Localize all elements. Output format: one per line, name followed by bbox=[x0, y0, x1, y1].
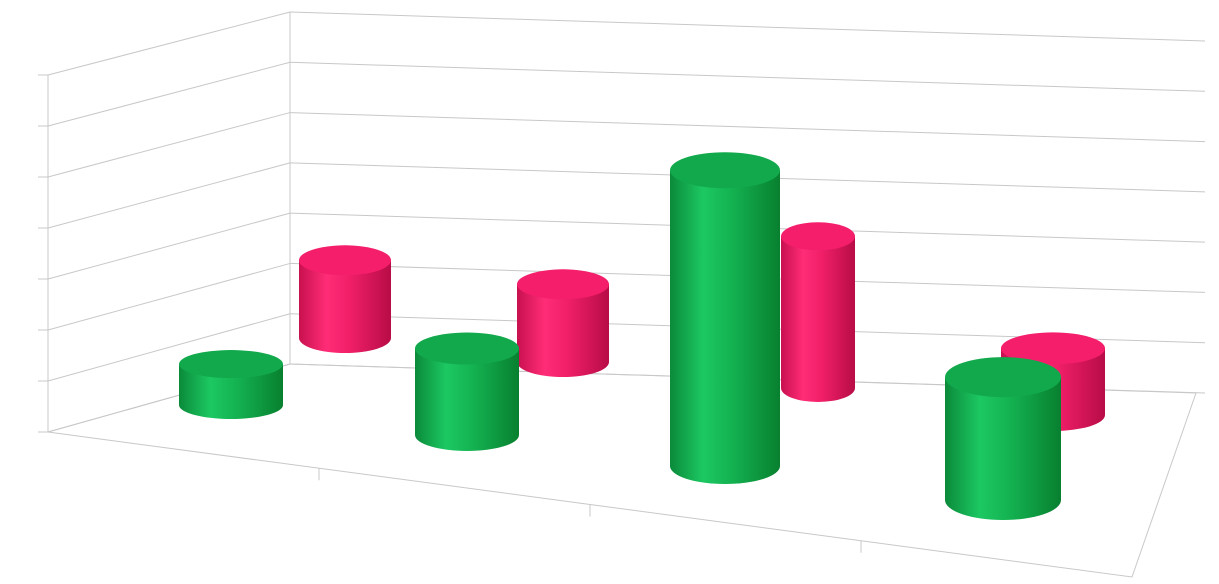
gridline-left bbox=[47, 212, 291, 280]
bar-front-3-body bbox=[670, 170, 780, 484]
bar-front-4-body bbox=[945, 377, 1061, 520]
bar-front-4-top bbox=[945, 357, 1061, 398]
bars-layer bbox=[179, 152, 1105, 520]
bar-back-2-body bbox=[517, 284, 609, 377]
gridline-back bbox=[289, 112, 1206, 143]
gridline-left bbox=[47, 61, 291, 127]
gridline-left bbox=[47, 162, 291, 229]
gridline-back bbox=[289, 61, 1206, 92]
gridline-left bbox=[47, 112, 291, 178]
bar-front-2 bbox=[415, 332, 519, 451]
bar-front-1-body bbox=[179, 364, 283, 419]
bar-front-3 bbox=[670, 152, 780, 484]
bar-back-1-body bbox=[299, 260, 391, 353]
gridline-left bbox=[47, 313, 291, 382]
bar-back-1 bbox=[299, 245, 391, 353]
bar-back-4-top bbox=[1001, 332, 1105, 365]
gridline-left bbox=[47, 11, 291, 76]
bar-back-3-body bbox=[781, 236, 855, 402]
bar-back-3 bbox=[781, 222, 855, 402]
bar-back-3-top bbox=[781, 222, 855, 251]
bar-front-2-top bbox=[415, 332, 519, 365]
bar-back-1-top bbox=[299, 245, 391, 276]
bar-front-2-body bbox=[415, 348, 519, 451]
bar-front-4 bbox=[945, 357, 1061, 520]
bar-back-2-top bbox=[517, 269, 609, 300]
bar-front-1-top bbox=[179, 350, 283, 379]
bar-front-1 bbox=[179, 350, 283, 419]
gridline-left bbox=[47, 262, 291, 331]
bar-back-2 bbox=[517, 269, 609, 377]
bar-front-3-top bbox=[670, 152, 780, 189]
gridline-back bbox=[289, 11, 1206, 42]
